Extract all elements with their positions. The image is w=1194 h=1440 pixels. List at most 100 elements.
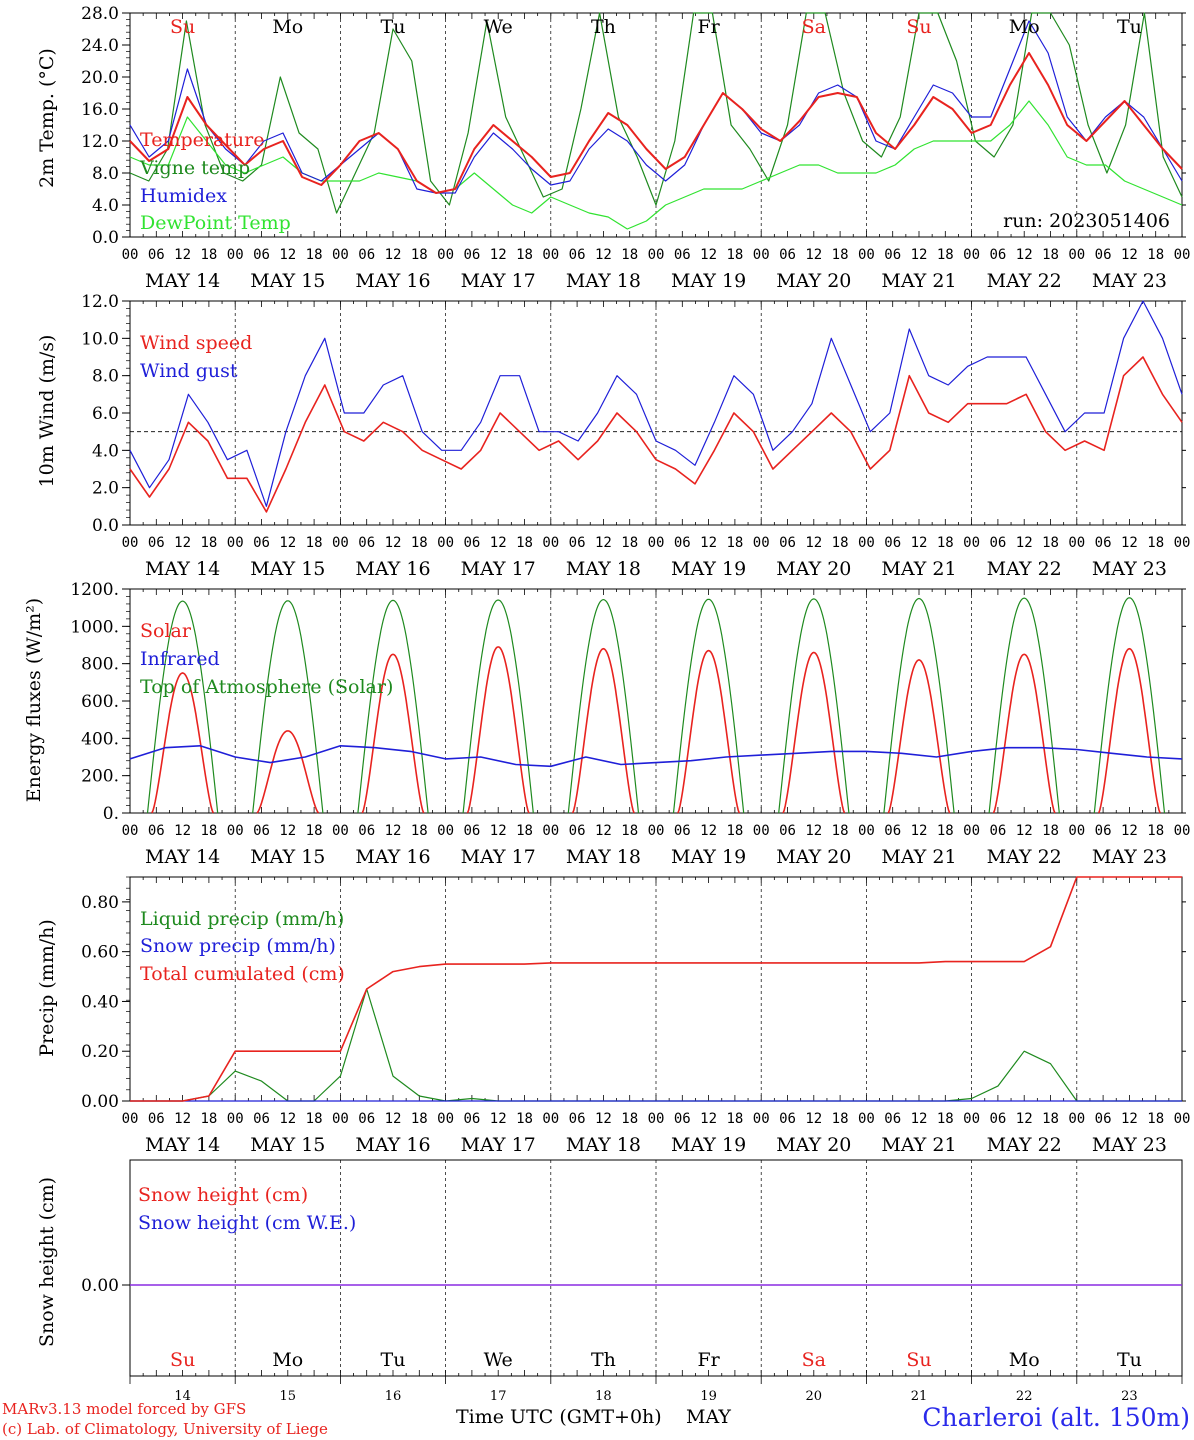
date-label: MAY 15 bbox=[250, 270, 325, 292]
legend-wind-speed: Wind speed bbox=[140, 332, 252, 354]
series-wind-speed bbox=[129, 356, 1183, 513]
hour-label: 12 bbox=[174, 247, 191, 263]
date-label: MAY 16 bbox=[355, 1134, 430, 1156]
hour-label: 00 bbox=[1068, 823, 1085, 839]
hour-label: 00 bbox=[1174, 247, 1191, 263]
hour-label: 00 bbox=[332, 247, 349, 263]
series-toa-solar bbox=[567, 598, 640, 814]
hour-label: 18 bbox=[516, 535, 533, 551]
hour-label: 12 bbox=[700, 823, 717, 839]
hour-label: 12 bbox=[1121, 1111, 1138, 1127]
hour-label: 18 bbox=[726, 823, 743, 839]
date-label: MAY 23 bbox=[1092, 558, 1167, 580]
date-label: MAY 20 bbox=[776, 846, 851, 868]
day-number: 23 bbox=[1121, 1389, 1138, 1404]
hour-label: 18 bbox=[1042, 823, 1059, 839]
day-name-bottom: Th bbox=[591, 1349, 616, 1371]
day-name-bottom: Su bbox=[906, 1349, 931, 1371]
hour-label: 18 bbox=[516, 247, 533, 263]
hour-label: 06 bbox=[989, 1111, 1006, 1127]
day-name-bottom: Tu bbox=[381, 1349, 406, 1371]
date-label: MAY 21 bbox=[881, 1134, 956, 1156]
hour-label: 18 bbox=[621, 1111, 638, 1127]
hour-label: 06 bbox=[779, 247, 796, 263]
hour-label: 06 bbox=[779, 823, 796, 839]
date-label: MAY 14 bbox=[145, 558, 220, 580]
series-solar bbox=[1097, 647, 1161, 814]
hour-label: 12 bbox=[1016, 1111, 1033, 1127]
y-tick-label: 4.0 bbox=[92, 196, 119, 216]
date-label: MAY 22 bbox=[987, 558, 1062, 580]
hour-label: 00 bbox=[753, 247, 770, 263]
hour-label: 12 bbox=[700, 535, 717, 551]
hour-label: 06 bbox=[148, 247, 165, 263]
y-tick-label: 1200. bbox=[70, 580, 119, 600]
date-label: MAY 18 bbox=[566, 558, 641, 580]
hour-label: 12 bbox=[911, 823, 928, 839]
hour-label: 00 bbox=[227, 1111, 244, 1127]
hour-label: 00 bbox=[858, 1111, 875, 1127]
hour-label: 12 bbox=[805, 535, 822, 551]
legend-temperature: Temperature bbox=[140, 129, 264, 151]
day-number: 22 bbox=[1016, 1389, 1033, 1404]
day-name-top: Su bbox=[170, 16, 195, 38]
day-number: 21 bbox=[911, 1389, 928, 1404]
hour-label: 18 bbox=[200, 535, 217, 551]
hour-label: 00 bbox=[437, 1111, 454, 1127]
hour-label: 12 bbox=[805, 823, 822, 839]
series-solar bbox=[571, 647, 635, 814]
hour-label: 12 bbox=[911, 1111, 928, 1127]
hour-label: 00 bbox=[122, 1111, 139, 1127]
series-solar bbox=[256, 730, 320, 814]
hour-label: 06 bbox=[1095, 247, 1112, 263]
day-name-top: Fr bbox=[697, 16, 720, 38]
hour-label: 12 bbox=[805, 1111, 822, 1127]
hour-label: 06 bbox=[463, 535, 480, 551]
date-label: MAY 17 bbox=[461, 846, 536, 868]
day-name-top: We bbox=[484, 16, 513, 38]
y-tick-label: 10.0 bbox=[81, 329, 119, 349]
date-label: MAY 23 bbox=[1092, 270, 1167, 292]
hour-label: 06 bbox=[989, 247, 1006, 263]
hour-label: 12 bbox=[700, 1111, 717, 1127]
hour-label: 06 bbox=[569, 1111, 586, 1127]
hour-label: 18 bbox=[621, 247, 638, 263]
date-label: MAY 14 bbox=[145, 846, 220, 868]
hour-label: 00 bbox=[122, 535, 139, 551]
hour-label: 18 bbox=[411, 823, 428, 839]
hour-label: 00 bbox=[1068, 1111, 1085, 1127]
day-name-top: Sa bbox=[802, 16, 826, 38]
ylabel-snow: Snow height (cm) bbox=[36, 1177, 58, 1347]
hour-label: 18 bbox=[1147, 1111, 1164, 1127]
series-solar bbox=[887, 659, 951, 814]
series-solar bbox=[782, 651, 846, 814]
hour-label: 12 bbox=[279, 1111, 296, 1127]
hour-label: 18 bbox=[411, 247, 428, 263]
hour-label: 12 bbox=[385, 823, 402, 839]
legend-wind-gust: Wind gust bbox=[140, 360, 238, 382]
hour-label: 06 bbox=[569, 535, 586, 551]
run-label: run: 2023051406 bbox=[1003, 210, 1170, 232]
series-solar bbox=[151, 672, 215, 814]
hour-label: 18 bbox=[937, 823, 954, 839]
y-tick-label: 28.0 bbox=[81, 4, 119, 24]
y-tick-label: 2.0 bbox=[92, 479, 119, 499]
footer-model: MARv3.13 model forced by GFS bbox=[2, 1400, 246, 1418]
hour-label: 06 bbox=[989, 823, 1006, 839]
hour-label: 18 bbox=[1042, 1111, 1059, 1127]
hour-label: 00 bbox=[753, 823, 770, 839]
y-tick-label: 400. bbox=[81, 729, 119, 749]
day-number: 18 bbox=[595, 1389, 612, 1404]
hour-label: 12 bbox=[911, 535, 928, 551]
y-tick-label: 0.0 bbox=[92, 228, 119, 248]
legend-infrared: Infrared bbox=[140, 648, 220, 670]
hour-label: 06 bbox=[358, 535, 375, 551]
hour-label: 06 bbox=[674, 535, 691, 551]
footer-month: MAY bbox=[686, 1406, 731, 1428]
series-toa-solar bbox=[146, 600, 219, 814]
hour-label: 06 bbox=[148, 1111, 165, 1127]
hour-label: 12 bbox=[279, 247, 296, 263]
y-tick-label: 24.0 bbox=[81, 36, 119, 56]
series-solar bbox=[992, 653, 1056, 814]
date-label: MAY 20 bbox=[776, 558, 851, 580]
